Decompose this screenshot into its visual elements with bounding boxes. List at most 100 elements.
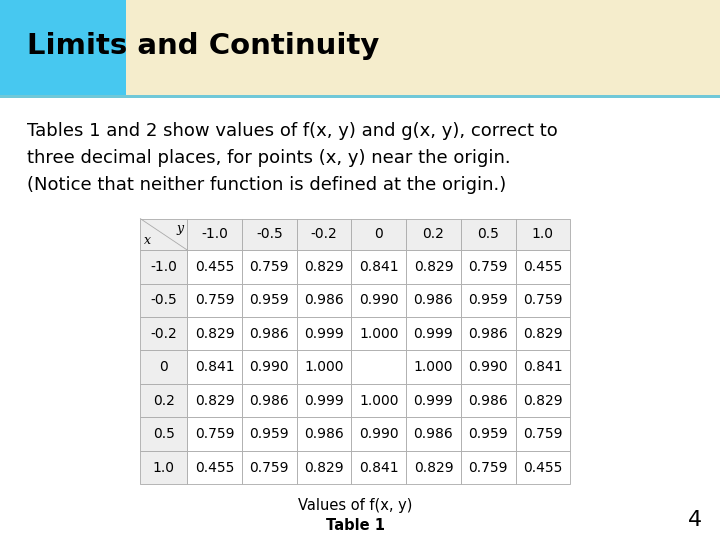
Text: 0.990: 0.990 xyxy=(359,427,399,441)
Text: 0.759: 0.759 xyxy=(250,461,289,475)
Bar xyxy=(187,219,242,250)
Text: 4: 4 xyxy=(688,510,702,530)
Text: 0.2: 0.2 xyxy=(423,227,444,241)
Bar xyxy=(516,219,570,250)
Text: -1.0: -1.0 xyxy=(150,260,177,274)
Bar xyxy=(406,219,461,250)
Text: Limits and Continuity: Limits and Continuity xyxy=(27,32,379,60)
Bar xyxy=(461,284,516,317)
Text: x: x xyxy=(144,234,151,247)
Bar xyxy=(461,317,516,350)
Bar xyxy=(406,384,461,417)
Bar xyxy=(242,384,297,417)
Bar xyxy=(461,250,516,284)
Bar xyxy=(297,284,351,317)
Text: 0.999: 0.999 xyxy=(304,394,344,408)
Text: 0.959: 0.959 xyxy=(468,293,508,307)
Bar xyxy=(297,350,351,384)
Bar xyxy=(351,317,406,350)
Text: 0.959: 0.959 xyxy=(249,427,289,441)
Text: 0.759: 0.759 xyxy=(469,260,508,274)
Text: 0.990: 0.990 xyxy=(468,360,508,374)
Text: 0.999: 0.999 xyxy=(413,327,454,341)
Text: 0.841: 0.841 xyxy=(359,260,399,274)
Text: -0.5: -0.5 xyxy=(256,227,283,241)
Bar xyxy=(406,417,461,451)
Text: 0.959: 0.959 xyxy=(249,293,289,307)
Text: 1.000: 1.000 xyxy=(305,360,343,374)
Text: 0.759: 0.759 xyxy=(250,260,289,274)
Text: 0.829: 0.829 xyxy=(304,260,344,274)
Bar xyxy=(351,284,406,317)
Text: 0.5: 0.5 xyxy=(477,227,499,241)
Text: 0.999: 0.999 xyxy=(304,327,344,341)
Text: 0.759: 0.759 xyxy=(523,427,562,441)
Text: 0.999: 0.999 xyxy=(413,394,454,408)
Bar xyxy=(187,384,242,417)
Bar xyxy=(187,417,242,451)
Text: -1.0: -1.0 xyxy=(201,227,228,241)
Text: 0.759: 0.759 xyxy=(469,461,508,475)
Text: 0.986: 0.986 xyxy=(249,394,289,408)
Bar xyxy=(351,417,406,451)
Text: 0.841: 0.841 xyxy=(194,360,235,374)
Bar xyxy=(516,250,570,284)
Bar xyxy=(406,284,461,317)
Bar xyxy=(461,219,516,250)
Text: 0.841: 0.841 xyxy=(523,360,563,374)
Bar xyxy=(297,384,351,417)
Bar xyxy=(297,317,351,350)
Bar xyxy=(187,317,242,350)
Bar xyxy=(406,250,461,284)
Bar xyxy=(140,451,187,484)
Bar xyxy=(187,250,242,284)
Bar xyxy=(242,284,297,317)
Text: 1.000: 1.000 xyxy=(414,360,453,374)
Bar xyxy=(516,284,570,317)
Text: 0: 0 xyxy=(159,360,168,374)
Bar xyxy=(516,384,570,417)
Text: -0.2: -0.2 xyxy=(310,227,338,241)
Bar xyxy=(140,219,187,250)
Bar xyxy=(297,219,351,250)
Bar xyxy=(406,451,461,484)
Text: 1.000: 1.000 xyxy=(359,394,398,408)
Text: 0.986: 0.986 xyxy=(413,293,454,307)
Bar xyxy=(351,451,406,484)
Bar xyxy=(461,350,516,384)
Bar xyxy=(297,451,351,484)
Bar xyxy=(351,250,406,284)
Bar xyxy=(516,417,570,451)
Text: 0.455: 0.455 xyxy=(195,260,234,274)
Text: 0.829: 0.829 xyxy=(413,260,454,274)
Text: 0.759: 0.759 xyxy=(195,427,234,441)
Text: y: y xyxy=(176,222,184,235)
Text: 0.990: 0.990 xyxy=(249,360,289,374)
Text: 0: 0 xyxy=(374,227,383,241)
Text: 0.986: 0.986 xyxy=(468,327,508,341)
Text: 0.990: 0.990 xyxy=(359,293,399,307)
Text: 0.986: 0.986 xyxy=(304,293,344,307)
Bar xyxy=(516,317,570,350)
Text: 0.829: 0.829 xyxy=(413,461,454,475)
Text: Values of f(x, y): Values of f(x, y) xyxy=(298,498,413,513)
Text: 0.841: 0.841 xyxy=(359,461,399,475)
Text: -0.2: -0.2 xyxy=(150,327,177,341)
Bar xyxy=(516,451,570,484)
Text: 0.455: 0.455 xyxy=(523,260,562,274)
Bar xyxy=(242,350,297,384)
Bar xyxy=(461,384,516,417)
Text: 0.455: 0.455 xyxy=(195,461,234,475)
Text: 0.829: 0.829 xyxy=(304,461,344,475)
Text: 0.2: 0.2 xyxy=(153,394,175,408)
Bar xyxy=(406,350,461,384)
Bar xyxy=(187,284,242,317)
Bar xyxy=(242,250,297,284)
Text: Table 1: Table 1 xyxy=(326,518,384,533)
Bar xyxy=(140,417,187,451)
Bar xyxy=(140,384,187,417)
Text: 0.986: 0.986 xyxy=(249,327,289,341)
Bar xyxy=(140,317,187,350)
Bar xyxy=(140,250,187,284)
Bar xyxy=(242,317,297,350)
